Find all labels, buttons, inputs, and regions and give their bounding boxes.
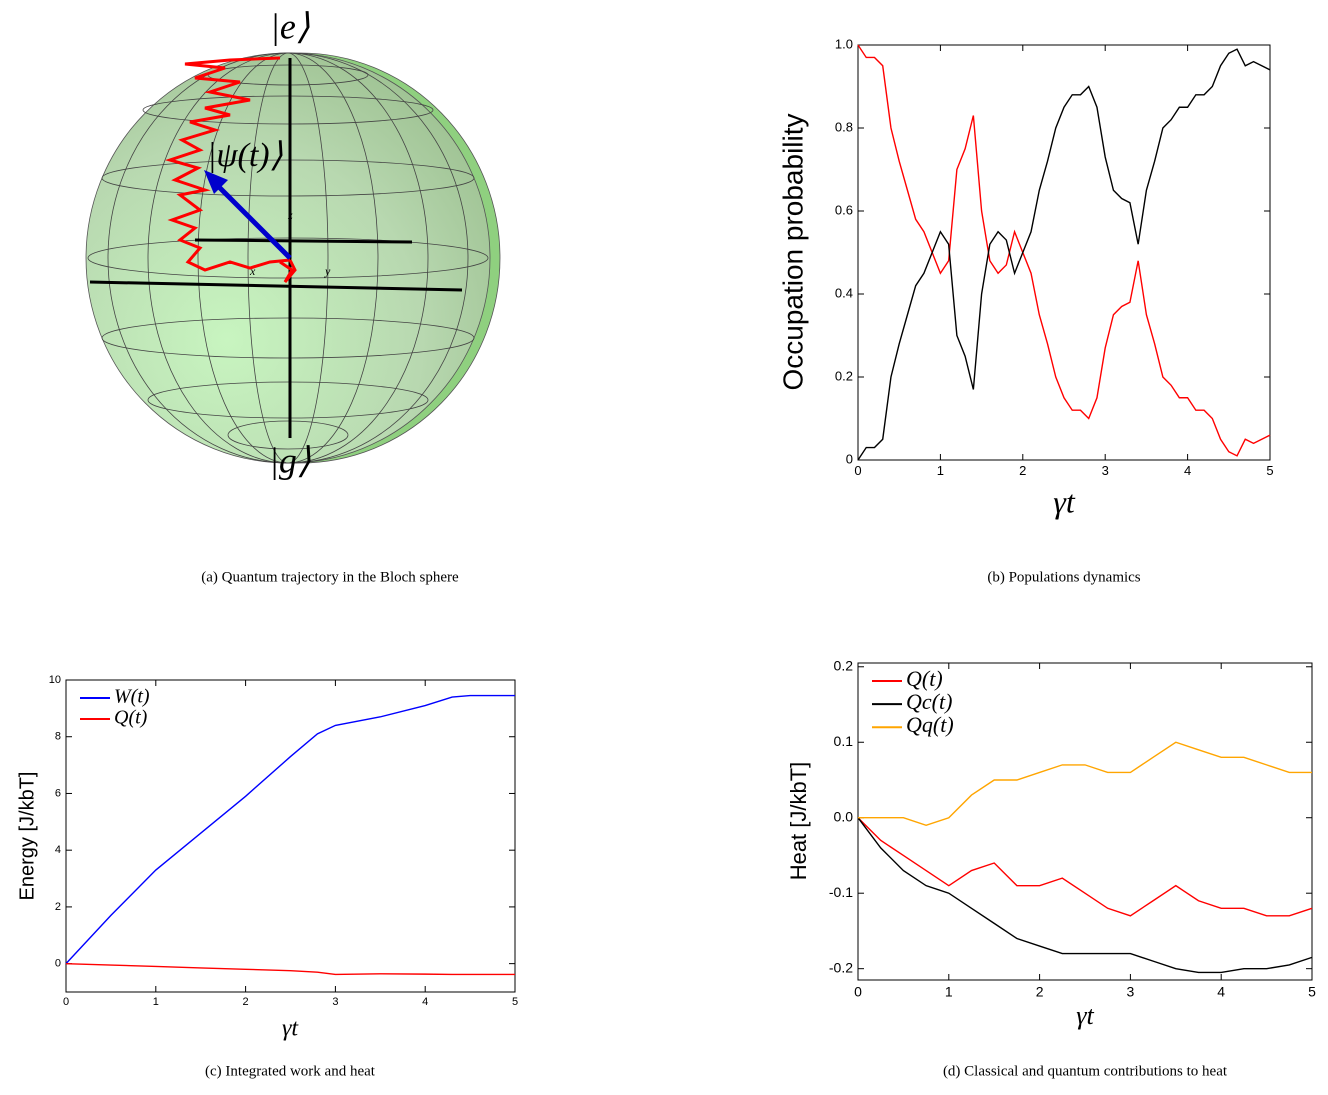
x-tick-label: 3 [1127, 983, 1135, 999]
plot-frame [65, 679, 516, 993]
x-tick-label: 4 [1184, 463, 1191, 478]
x-tick-label: 4 [1217, 983, 1225, 999]
x-tick-label: 1 [153, 996, 159, 1008]
x-tick-label: 0 [854, 983, 862, 999]
y-tick-label: 6 [55, 787, 61, 799]
y-tick-label: 0.6 [835, 202, 853, 217]
y-axis-label: Heat [J/kbT] [786, 762, 811, 881]
series-line [857, 48, 1271, 461]
x-tick-label: 3 [1102, 463, 1109, 478]
axis-label: x [249, 264, 256, 278]
axis-label: y [324, 264, 331, 278]
x-tick-label: 0 [854, 463, 861, 478]
legend-label: Q(t) [906, 666, 943, 691]
series-line [857, 817, 1313, 917]
legend-label: Qc(t) [906, 689, 952, 714]
axis-label: z [287, 208, 293, 222]
x-tick-label: 2 [243, 996, 249, 1008]
y-tick-label: 0.8 [835, 119, 853, 134]
x-tick-label: 2 [1036, 983, 1044, 999]
vector-label: |ψ(t)⟩ [207, 137, 283, 174]
y-tick-label: 10 [49, 674, 61, 686]
x-tick-label: 5 [1266, 463, 1273, 478]
series-line [857, 817, 1313, 974]
y-tick-label: 0.2 [835, 368, 853, 383]
legend-label: Q(t) [114, 707, 148, 729]
state-label: |e⟩ [270, 6, 310, 46]
legend-label: W(t) [114, 686, 150, 708]
x-tick-label: 3 [332, 996, 338, 1008]
series-line [858, 741, 1312, 827]
y-tick-label: 0.1 [834, 733, 854, 749]
x-tick-label: 1 [937, 463, 944, 478]
x-tick-label: 2 [1019, 463, 1026, 478]
y-tick-label: 2 [55, 901, 61, 913]
y-tick-label: 8 [55, 731, 61, 743]
caption: (d) Classical and quantum contributions … [943, 1063, 1228, 1079]
plot-frame [857, 44, 1271, 461]
x-axis-label: γt [282, 1016, 299, 1042]
series-line [65, 962, 515, 976]
x-axis-label: γt [1076, 1001, 1094, 1030]
series-line [857, 44, 1271, 457]
x-axis-label: γt [1053, 483, 1076, 519]
y-tick-label: 4 [55, 844, 61, 856]
y-tick-label: 0.2 [834, 657, 854, 673]
plot-frame [857, 662, 1313, 981]
y-tick-label: -0.1 [829, 884, 853, 900]
x-tick-label: 4 [422, 996, 428, 1008]
series-line [65, 694, 515, 965]
y-tick-label: 0 [55, 958, 61, 970]
y-axis-label: Energy [J/kbT] [16, 772, 38, 901]
legend-label: Qq(t) [906, 712, 954, 737]
y-tick-label: -0.2 [829, 959, 853, 975]
state-label: |g⟩ [269, 440, 311, 480]
x-tick-label: 5 [1308, 983, 1316, 999]
y-tick-label: 0 [846, 451, 853, 466]
y-tick-label: 0.0 [834, 808, 854, 824]
x-tick-label: 1 [945, 983, 953, 999]
caption: (b) Populations dynamics [987, 569, 1140, 585]
x-tick-label: 5 [512, 996, 518, 1008]
y-tick-label: 0.4 [835, 285, 853, 300]
y-axis-label: Occupation probability [777, 113, 808, 390]
bloch-sphere [85, 52, 501, 464]
x-tick-label: 0 [63, 996, 69, 1008]
caption: (a) Quantum trajectory in the Bloch sphe… [201, 569, 459, 585]
y-tick-label: 1.0 [835, 36, 853, 51]
caption: (c) Integrated work and heat [205, 1063, 376, 1079]
